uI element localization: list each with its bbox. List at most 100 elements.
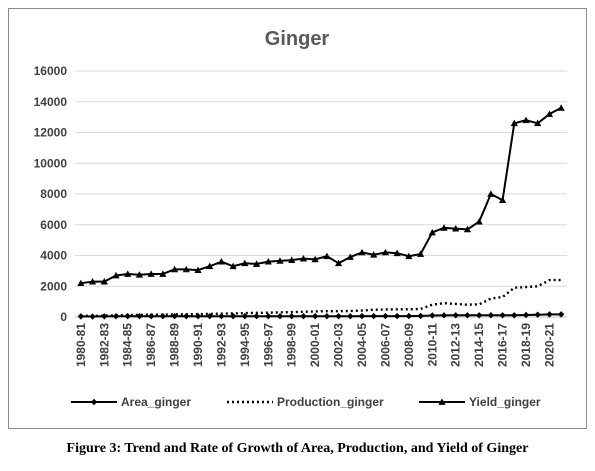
area-point bbox=[300, 313, 307, 320]
yield-point bbox=[241, 259, 249, 267]
x-tick-label: 1986-87 bbox=[144, 323, 158, 367]
area-point bbox=[534, 311, 541, 318]
x-tick-label: 2018-19 bbox=[519, 323, 533, 367]
yield-point bbox=[77, 279, 85, 287]
area-point bbox=[417, 312, 424, 320]
yield-point bbox=[217, 258, 226, 265]
area-point bbox=[464, 312, 471, 319]
area-point bbox=[440, 312, 448, 319]
yield-point bbox=[370, 251, 378, 258]
x-tick-label: 2020-21 bbox=[542, 323, 556, 367]
x-axis: 1980-81 1982-83 1984-85 1986-87 1988-89 1990-… bbox=[74, 323, 557, 367]
area-point bbox=[347, 313, 354, 320]
x-tick-label: 1982-83 bbox=[97, 323, 111, 367]
area-point bbox=[475, 312, 483, 319]
area-point bbox=[147, 313, 155, 320]
area-point bbox=[253, 313, 260, 320]
figure-caption: Figure 3: Trend and Rate of Growth of Ar… bbox=[66, 441, 529, 456]
yield-point bbox=[452, 224, 460, 232]
y-tick-label: 0 bbox=[60, 310, 67, 324]
yield-point bbox=[463, 225, 472, 233]
yield-point bbox=[428, 228, 436, 236]
yield-point bbox=[510, 119, 518, 127]
area-point bbox=[218, 313, 225, 320]
area-point bbox=[358, 312, 366, 320]
yield-point bbox=[346, 253, 354, 260]
yield-point bbox=[264, 258, 272, 265]
area-point bbox=[311, 313, 319, 320]
x-tick-label: 1998-99 bbox=[285, 323, 299, 367]
y-tick-label: 16000 bbox=[34, 64, 68, 78]
yield-point bbox=[276, 257, 284, 264]
area-point bbox=[429, 312, 436, 319]
x-tick-label: 2004-05 bbox=[355, 323, 369, 367]
x-tick-label: 1990-91 bbox=[191, 323, 205, 367]
yield-point bbox=[545, 110, 554, 117]
area-point bbox=[323, 313, 331, 320]
yield-ginger-legend-label: Yield_ginger bbox=[469, 395, 541, 409]
area-point bbox=[229, 313, 237, 320]
yield-point bbox=[534, 119, 542, 127]
area-point bbox=[265, 313, 272, 320]
chart-frame: Ginger 0 2000 4000 6000 8000 10000 12000 14000 1… bbox=[8, 8, 587, 429]
x-tick-label: 2002-03 bbox=[332, 323, 346, 367]
area-point bbox=[499, 312, 506, 319]
area-point bbox=[194, 313, 202, 320]
x-tick-label: 2016-17 bbox=[496, 323, 510, 367]
yield-point bbox=[194, 266, 202, 273]
area-point bbox=[124, 313, 131, 320]
yield-point bbox=[252, 260, 261, 267]
yield-point bbox=[393, 249, 401, 257]
yield-point bbox=[112, 271, 120, 279]
yield-point bbox=[170, 265, 179, 273]
area-point bbox=[241, 313, 249, 320]
yield-point bbox=[299, 254, 308, 262]
yield-point bbox=[498, 196, 507, 204]
yield-point bbox=[381, 248, 390, 256]
yield-point bbox=[124, 270, 132, 277]
area-point bbox=[487, 312, 495, 319]
production-ginger-legend-label: Production_ginger bbox=[277, 395, 384, 409]
x-tick-label: 1996-97 bbox=[261, 323, 275, 367]
area-ginger-legend-label: Area_ginger bbox=[121, 395, 191, 409]
x-tick-label: 1984-85 bbox=[121, 323, 135, 367]
y-tick-label: 8000 bbox=[40, 187, 67, 201]
x-tick-label: 2000-01 bbox=[308, 323, 322, 367]
x-tick-label: 2008-09 bbox=[402, 323, 416, 367]
area-point bbox=[276, 313, 284, 320]
x-tick-label: 1980-81 bbox=[74, 323, 88, 367]
x-tick-label: 2014-15 bbox=[472, 323, 486, 367]
y-tick-label: 12000 bbox=[34, 126, 68, 140]
yield-point bbox=[487, 190, 495, 197]
area-point bbox=[557, 311, 565, 318]
yield-point bbox=[159, 270, 167, 277]
gridlines bbox=[75, 70, 567, 318]
y-tick-label: 10000 bbox=[34, 156, 68, 170]
area-point bbox=[370, 312, 377, 320]
area-point bbox=[90, 398, 98, 406]
y-tick-label: 14000 bbox=[34, 95, 68, 109]
x-tick-label: 1992-93 bbox=[214, 323, 228, 367]
area-point bbox=[382, 312, 389, 320]
area-point bbox=[159, 313, 167, 320]
yield-point bbox=[416, 250, 425, 257]
yield-point bbox=[288, 256, 296, 263]
chart-title: Ginger bbox=[265, 28, 330, 50]
x-tick-label: 2012-13 bbox=[449, 323, 463, 367]
x-tick-label: 2010-11 bbox=[425, 323, 439, 367]
area-point bbox=[511, 312, 518, 319]
yield-point bbox=[182, 265, 190, 273]
yield-point bbox=[557, 104, 565, 111]
yield-point bbox=[438, 398, 446, 405]
area-point bbox=[288, 313, 295, 320]
yield-point bbox=[334, 259, 343, 267]
area-point bbox=[522, 311, 530, 319]
yield-point bbox=[522, 116, 530, 124]
y-tick-label: 2000 bbox=[40, 279, 67, 293]
area-point bbox=[546, 311, 553, 318]
yield-point bbox=[100, 278, 108, 285]
yield-point bbox=[135, 271, 144, 278]
yield-point bbox=[440, 224, 448, 231]
yield-point bbox=[206, 262, 214, 270]
x-tick-label: 1988-89 bbox=[168, 323, 182, 367]
